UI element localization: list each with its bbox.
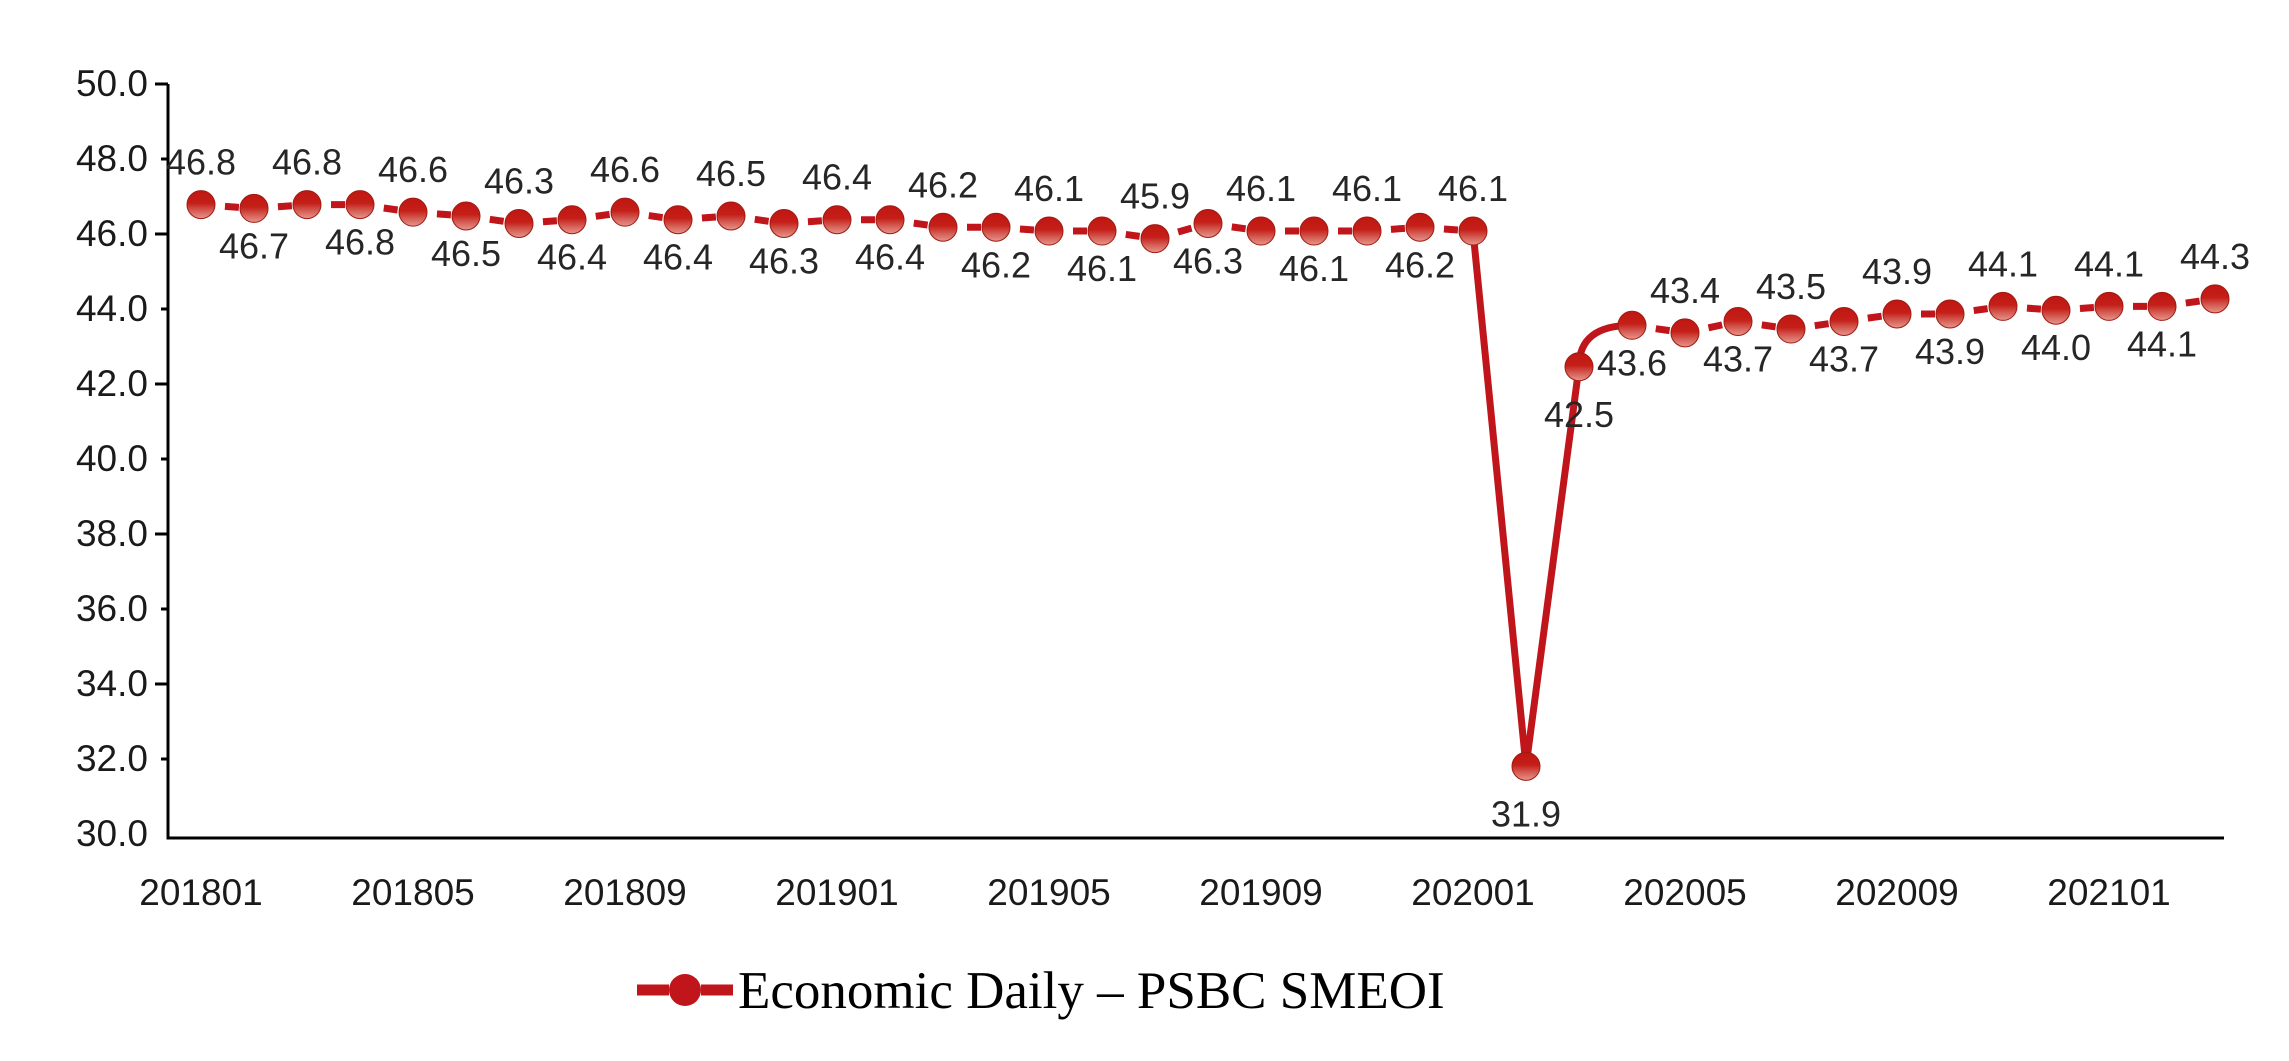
svg-text:46.1: 46.1 — [1014, 168, 1084, 209]
svg-text:46.8: 46.8 — [166, 142, 236, 183]
svg-text:46.5: 46.5 — [696, 153, 766, 194]
svg-text:40.0: 40.0 — [76, 438, 148, 479]
svg-text:202009: 202009 — [1835, 872, 1958, 913]
svg-text:202001: 202001 — [1411, 872, 1534, 913]
svg-text:46.4: 46.4 — [537, 237, 607, 278]
svg-text:46.1: 46.1 — [1226, 168, 1296, 209]
svg-text:42.0: 42.0 — [76, 363, 148, 404]
svg-text:201809: 201809 — [563, 872, 686, 913]
svg-text:46.1: 46.1 — [1332, 168, 1402, 209]
svg-text:44.0: 44.0 — [2021, 327, 2091, 368]
svg-text:31.9: 31.9 — [1491, 793, 1561, 834]
svg-text:46.1: 46.1 — [1279, 248, 1349, 289]
svg-text:46.2: 46.2 — [961, 244, 1031, 285]
svg-text:201901: 201901 — [775, 872, 898, 913]
svg-text:46.3: 46.3 — [1173, 240, 1243, 281]
svg-text:46.2: 46.2 — [908, 164, 978, 205]
svg-text:Economic Daily – PSBC SMEOI: Economic Daily – PSBC SMEOI — [738, 962, 1445, 1020]
svg-text:46.6: 46.6 — [590, 149, 660, 190]
svg-text:34.0: 34.0 — [76, 663, 148, 704]
svg-text:46.3: 46.3 — [484, 160, 554, 201]
svg-text:46.1: 46.1 — [1067, 248, 1137, 289]
svg-text:38.0: 38.0 — [76, 513, 148, 554]
svg-text:201905: 201905 — [987, 872, 1110, 913]
svg-text:46.5: 46.5 — [431, 233, 501, 274]
svg-text:46.4: 46.4 — [643, 237, 713, 278]
svg-text:43.6: 43.6 — [1597, 342, 1667, 383]
svg-text:44.3: 44.3 — [2180, 236, 2250, 277]
svg-text:46.7: 46.7 — [219, 225, 289, 266]
svg-text:43.5: 43.5 — [1756, 266, 1826, 307]
svg-text:202005: 202005 — [1623, 872, 1746, 913]
svg-text:201801: 201801 — [139, 872, 262, 913]
svg-text:43.7: 43.7 — [1809, 339, 1879, 380]
svg-text:46.0: 46.0 — [76, 213, 148, 254]
svg-text:201805: 201805 — [351, 872, 474, 913]
svg-text:46.1: 46.1 — [1438, 168, 1508, 209]
svg-text:43.4: 43.4 — [1650, 270, 1720, 311]
svg-text:46.6: 46.6 — [378, 149, 448, 190]
svg-text:201909: 201909 — [1199, 872, 1322, 913]
svg-text:202101: 202101 — [2047, 872, 2170, 913]
svg-text:32.0: 32.0 — [76, 738, 148, 779]
svg-text:46.4: 46.4 — [802, 157, 872, 198]
svg-text:43.7: 43.7 — [1703, 339, 1773, 380]
svg-text:46.2: 46.2 — [1385, 244, 1455, 285]
svg-text:44.0: 44.0 — [76, 288, 148, 329]
svg-text:45.9: 45.9 — [1120, 176, 1190, 217]
svg-text:46.3: 46.3 — [749, 240, 819, 281]
svg-text:50.0: 50.0 — [76, 63, 148, 104]
svg-text:46.8: 46.8 — [325, 222, 395, 263]
svg-text:44.1: 44.1 — [2127, 323, 2197, 364]
svg-text:44.1: 44.1 — [2074, 243, 2144, 284]
svg-text:36.0: 36.0 — [76, 588, 148, 629]
svg-text:48.0: 48.0 — [76, 138, 148, 179]
svg-text:44.1: 44.1 — [1968, 243, 2038, 284]
svg-text:43.9: 43.9 — [1915, 331, 1985, 372]
svg-text:42.5: 42.5 — [1544, 394, 1614, 435]
svg-text:43.9: 43.9 — [1862, 251, 1932, 292]
svg-text:46.4: 46.4 — [855, 237, 925, 278]
svg-text:30.0: 30.0 — [76, 813, 148, 854]
svg-text:46.8: 46.8 — [272, 142, 342, 183]
